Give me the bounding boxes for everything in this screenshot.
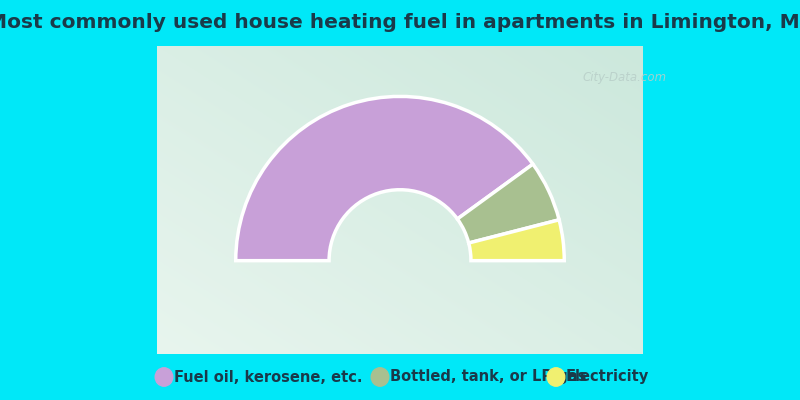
Wedge shape xyxy=(236,96,533,261)
Text: Fuel oil, kerosene, etc.: Fuel oil, kerosene, etc. xyxy=(174,370,362,384)
Text: City-Data.com: City-Data.com xyxy=(583,71,667,84)
Text: Most commonly used house heating fuel in apartments in Limington, ME: Most commonly used house heating fuel in… xyxy=(0,14,800,32)
Wedge shape xyxy=(469,220,564,261)
Text: Bottled, tank, or LP gas: Bottled, tank, or LP gas xyxy=(390,370,586,384)
Ellipse shape xyxy=(371,368,389,386)
Ellipse shape xyxy=(547,368,565,386)
Ellipse shape xyxy=(155,368,173,386)
Text: Electricity: Electricity xyxy=(566,370,649,384)
Wedge shape xyxy=(458,164,559,243)
